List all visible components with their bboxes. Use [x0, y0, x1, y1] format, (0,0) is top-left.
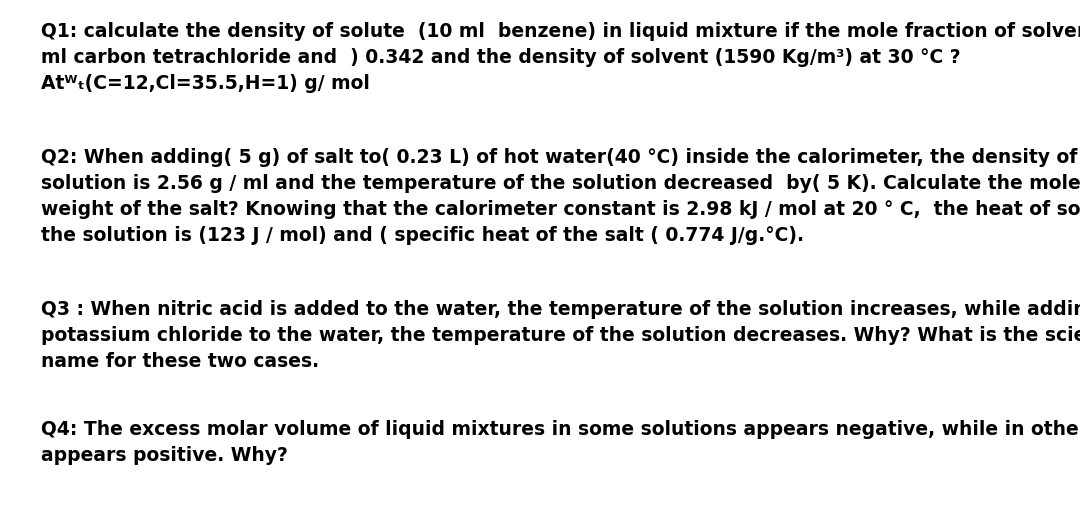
- Text: Q1: calculate the density of solute  (10 ml  benzene) in liquid mixture if the m: Q1: calculate the density of solute (10 …: [41, 22, 1080, 41]
- Text: Atᵂₜ(C=12,Cl=35.5,H=1) g/ mol: Atᵂₜ(C=12,Cl=35.5,H=1) g/ mol: [41, 74, 369, 93]
- Text: weight of the salt? Knowing that the calorimeter constant is 2.98 kJ / mol at 20: weight of the salt? Knowing that the cal…: [41, 200, 1080, 219]
- Text: Q2: When adding( 5 g) of salt to( 0.23 L) of hot water(40 °C) inside the calorim: Q2: When adding( 5 g) of salt to( 0.23 L…: [41, 148, 1080, 167]
- Text: the solution is (123 J / mol) and ( specific heat of the salt ( 0.774 J/g.°C).: the solution is (123 J / mol) and ( spec…: [41, 226, 804, 245]
- Text: ml carbon tetrachloride and  ) 0.342 and the density of solvent (1590 Kg/m³) at : ml carbon tetrachloride and ) 0.342 and …: [41, 48, 960, 67]
- Text: name for these two cases.: name for these two cases.: [41, 352, 319, 371]
- Text: Q4: The excess molar volume of liquid mixtures in some solutions appears negativ: Q4: The excess molar volume of liquid mi…: [41, 420, 1080, 439]
- Text: potassium chloride to the water, the temperature of the solution decreases. Why?: potassium chloride to the water, the tem…: [41, 326, 1080, 345]
- Text: Q3 : When nitric acid is added to the water, the temperature of the solution inc: Q3 : When nitric acid is added to the wa…: [41, 300, 1080, 319]
- Text: appears positive. Why?: appears positive. Why?: [41, 446, 288, 465]
- Text: solution is 2.56 g / ml and the temperature of the solution decreased  by( 5 K).: solution is 2.56 g / ml and the temperat…: [41, 174, 1080, 193]
